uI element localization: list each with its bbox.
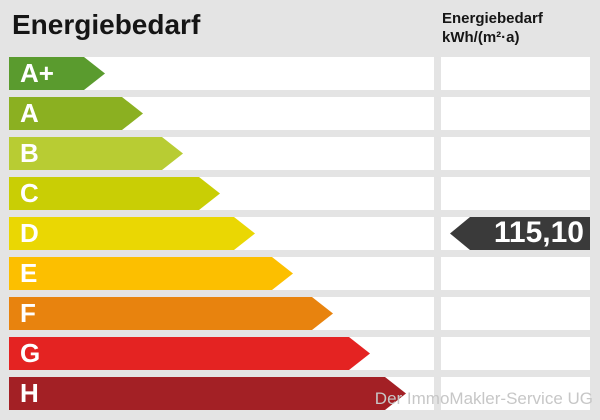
band-label: E [20, 258, 38, 288]
band-track: C [9, 177, 434, 210]
value-cell: 115,10 [441, 217, 590, 250]
value-cell [441, 297, 590, 330]
scale-row: B [0, 137, 600, 170]
scale-row: F [0, 297, 600, 330]
unit-label: Energiebedarf kWh/(m²·a) [442, 9, 543, 47]
band-track: A [9, 97, 434, 130]
unit-label-line1: Energiebedarf [442, 10, 543, 27]
band-track: D [9, 217, 434, 250]
band-label: F [20, 298, 36, 328]
band-arrow: G [9, 337, 370, 370]
band-track: B [9, 137, 434, 170]
scale-row: A+ [0, 57, 600, 90]
scale-row: G [0, 337, 600, 370]
band-label: A+ [20, 58, 54, 88]
band-track: G [9, 337, 434, 370]
band-arrow: E [9, 257, 293, 290]
scale-row: D 115,10 [0, 217, 600, 250]
band-label: G [20, 338, 41, 368]
value-cell [441, 377, 590, 410]
band-track: H [9, 377, 434, 410]
band-label: D [20, 218, 39, 248]
scale-rows: A+ A B C D [0, 57, 600, 417]
band-label: C [20, 178, 39, 208]
value-cell [441, 337, 590, 370]
band-arrow: A+ [9, 57, 105, 90]
band-track: A+ [9, 57, 434, 90]
value-cell [441, 177, 590, 210]
band-track: F [9, 297, 434, 330]
band-arrow: A [9, 97, 143, 130]
indicator-value: 115,10 [493, 215, 584, 249]
value-cell [441, 257, 590, 290]
band-arrow: H [9, 377, 406, 410]
page-title: Energiebedarf [12, 9, 201, 40]
scale-row: A [0, 97, 600, 130]
band-arrow: D [9, 217, 255, 250]
band-arrow: F [9, 297, 333, 330]
scale-row: C [0, 177, 600, 210]
value-cell [441, 57, 590, 90]
band-arrow: B [9, 137, 183, 170]
scale-row: E [0, 257, 600, 290]
band-label: H [20, 378, 39, 408]
watermark: Der ImmoMakler-Service UG [374, 389, 593, 408]
band-label: B [20, 138, 39, 168]
band-arrow: C [9, 177, 220, 210]
scale-row: H [0, 377, 600, 410]
unit-label-line2: kWh/(m²·a) [442, 29, 520, 46]
band-track: E [9, 257, 434, 290]
value-cell [441, 97, 590, 130]
value-indicator-arrow: 115,10 [450, 217, 590, 250]
value-cell [441, 137, 590, 170]
band-label: A [20, 98, 39, 128]
